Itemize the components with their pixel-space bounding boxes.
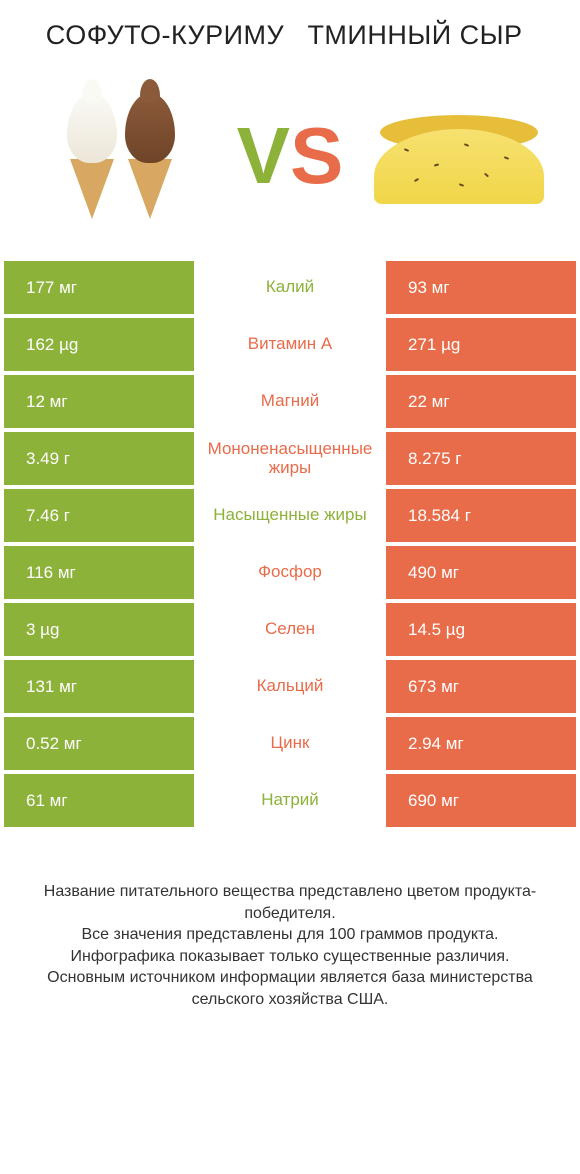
right-value: 93 мг: [386, 261, 576, 314]
right-value: 690 мг: [386, 774, 576, 827]
header: СОФУТО-КУРИМУ ТМИННЫЙ СЫР: [0, 0, 580, 61]
nutrient-label: Витамин A: [194, 318, 386, 371]
table-row: 12 мгМагний22 мг: [4, 375, 576, 428]
footnotes: Название питательного вещества представл…: [0, 831, 580, 1011]
vs-v: V: [237, 116, 290, 196]
nutrient-label: Калий: [194, 261, 386, 314]
cheese-icon: [374, 109, 544, 204]
table-row: 3.49 гМононенасыщенные жиры8.275 г: [4, 432, 576, 485]
right-value: 673 мг: [386, 660, 576, 713]
nutrient-label: Магний: [194, 375, 386, 428]
left-value: 0.52 мг: [4, 717, 194, 770]
left-product-image: [36, 76, 206, 236]
left-value: 12 мг: [4, 375, 194, 428]
table-row: 3 µgСелен14.5 µg: [4, 603, 576, 656]
right-product-title: ТМИННЫЙ СЫР: [290, 20, 540, 51]
nutrient-label: Цинк: [194, 717, 386, 770]
table-row: 7.46 гНасыщенные жиры18.584 г: [4, 489, 576, 542]
ice-cream-icon: [67, 93, 175, 219]
right-value: 271 µg: [386, 318, 576, 371]
nutrient-label: Насыщенные жиры: [194, 489, 386, 542]
table-row: 116 мгФосфор490 мг: [4, 546, 576, 599]
right-value: 8.275 г: [386, 432, 576, 485]
left-value: 61 мг: [4, 774, 194, 827]
right-value: 490 мг: [386, 546, 576, 599]
images-row: VS: [0, 61, 580, 261]
nutrient-label: Фосфор: [194, 546, 386, 599]
table-row: 177 мгКалий93 мг: [4, 261, 576, 314]
comparison-table: 177 мгКалий93 мг162 µgВитамин A271 µg12 …: [0, 261, 580, 827]
nutrient-label: Мононенасыщенные жиры: [194, 432, 386, 485]
right-value: 22 мг: [386, 375, 576, 428]
vs-label: VS: [237, 116, 344, 196]
right-value: 14.5 µg: [386, 603, 576, 656]
table-row: 131 мгКальций673 мг: [4, 660, 576, 713]
vs-s: S: [290, 116, 343, 196]
left-value: 131 мг: [4, 660, 194, 713]
left-value: 162 µg: [4, 318, 194, 371]
nutrient-label: Кальций: [194, 660, 386, 713]
table-row: 0.52 мгЦинк2.94 мг: [4, 717, 576, 770]
right-product-image: [374, 76, 544, 236]
table-row: 162 µgВитамин A271 µg: [4, 318, 576, 371]
left-value: 177 мг: [4, 261, 194, 314]
left-product-title: СОФУТО-КУРИМУ: [40, 20, 290, 51]
right-value: 2.94 мг: [386, 717, 576, 770]
nutrient-label: Натрий: [194, 774, 386, 827]
nutrient-label: Селен: [194, 603, 386, 656]
left-value: 116 мг: [4, 546, 194, 599]
footnote-line: Все значения представлены для 100 граммо…: [20, 924, 560, 946]
table-row: 61 мгНатрий690 мг: [4, 774, 576, 827]
footnote-line: Название питательного вещества представл…: [20, 881, 560, 924]
left-value: 3.49 г: [4, 432, 194, 485]
right-value: 18.584 г: [386, 489, 576, 542]
footnote-line: Инфографика показывает только существенн…: [20, 946, 560, 968]
footnote-line: Основным источником информации является …: [20, 967, 560, 1010]
left-value: 7.46 г: [4, 489, 194, 542]
left-value: 3 µg: [4, 603, 194, 656]
